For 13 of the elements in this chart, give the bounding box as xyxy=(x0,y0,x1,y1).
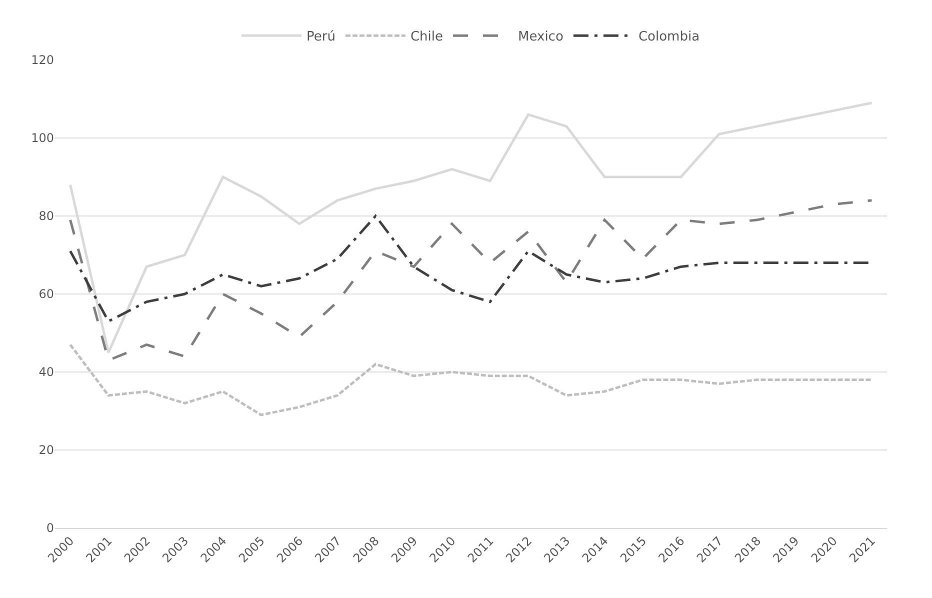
y-tick-label: 60 xyxy=(38,287,54,302)
legend-label: Chile xyxy=(410,30,444,45)
y-tick-label: 100 xyxy=(31,131,54,146)
y-tick-label: 80 xyxy=(38,209,54,224)
y-tick-label: 20 xyxy=(38,443,54,458)
legend-label: Colombia xyxy=(638,30,700,45)
y-tick-label: 120 xyxy=(31,53,54,68)
legend-label: Perú xyxy=(306,30,336,45)
line-series xyxy=(69,199,873,362)
y-tick-label: 40 xyxy=(38,365,54,380)
y-tick-label: 0 xyxy=(46,521,54,536)
line-series xyxy=(69,343,873,416)
legend-label: Mexico xyxy=(518,30,564,45)
